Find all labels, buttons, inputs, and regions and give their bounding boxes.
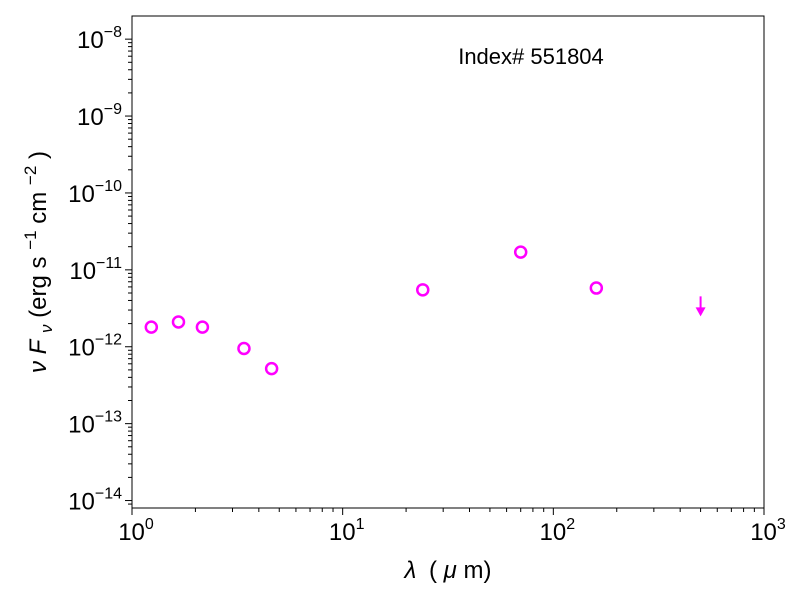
data-point [237,341,251,356]
x-tick-label: 103 [750,516,786,546]
y-axis-label-unit-a: (erg s [25,256,52,317]
y-tick-label: 10−12 [68,332,122,362]
x-axis-label-unit-rest: m) [464,557,492,584]
ticks-layer: 100 101 102 103 10−14 10−13 10−12 10−11 10−10 10−… [68,24,786,546]
data-point [513,245,528,259]
y-tick-label: 10−9 [77,101,122,131]
y-axis-label-nu: ν [25,361,52,373]
data-point [171,315,186,329]
y-axis-label-sub: ν [37,324,56,333]
x-tick-label: 100 [118,516,154,546]
x-axis-label-unit-prefix: ( [429,557,437,584]
y-axis-label: ν F ν (erg s −1 cm −2 ) [15,151,58,373]
data-point [195,320,210,334]
x-tick-label: 101 [329,516,365,546]
x-axis-label-unit-symbol: μ [443,557,457,584]
y-tick-label: 10−11 [69,255,122,285]
y-tick-label: 10−13 [68,409,122,439]
x-axis-label: λ ( μ m) [403,557,492,584]
y-axis-label-exp-b: −2 [21,166,40,185]
y-tick-label: 10−8 [77,24,122,54]
y-axis-label-F: F [25,338,52,354]
data-point [144,320,159,334]
data-point [416,283,430,297]
plot-frame [131,15,765,509]
y-axis-label-unit-c: ) [25,151,52,159]
points-layer [144,245,706,376]
y-tick-label: 10−10 [68,178,122,208]
x-tick-label: 102 [540,516,576,546]
x-axis-label-symbol: λ [403,557,417,584]
y-axis-label-exp-a: −1 [21,230,40,249]
upper-limit-arrow [695,296,706,317]
y-axis-label-unit-b: cm [25,192,52,224]
index-annotation: Index# 551804 [458,44,604,69]
data-point [589,281,604,295]
data-point [264,361,279,376]
y-tick-label: 10−14 [68,486,122,516]
